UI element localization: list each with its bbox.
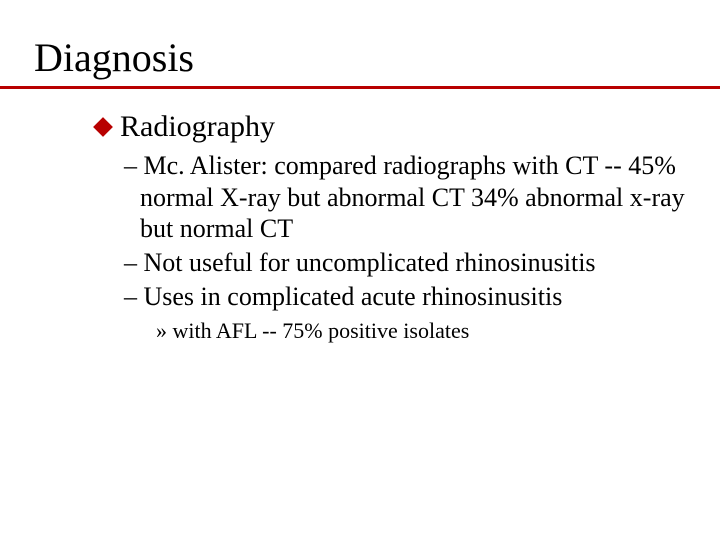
slide: Diagnosis Radiography – Mc. Alister: com… [0,0,720,540]
level1-text: Radiography [120,110,275,144]
diamond-bullet-icon [93,117,113,137]
bullet-level1: Radiography [96,110,686,144]
slide-content: Radiography – Mc. Alister: compared radi… [96,110,686,344]
bullet-level3: » with AFL -- 75% positive isolates [156,317,686,345]
bullet-level2: – Mc. Alister: compared radiographs with… [124,150,686,245]
slide-title: Diagnosis [34,34,194,81]
bullet-level2: – Uses in complicated acute rhinosinusit… [124,281,686,313]
title-underline [0,86,720,89]
bullet-level2: – Not useful for uncomplicated rhinosinu… [124,247,686,279]
